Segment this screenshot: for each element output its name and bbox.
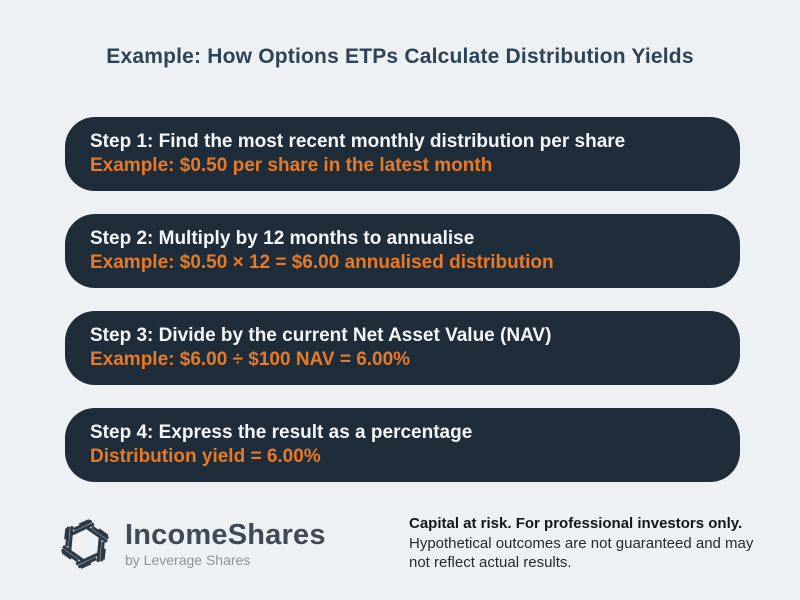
- step-3-example: Example: $6.00 ÷ $100 NAV = 6.00%: [90, 349, 411, 370]
- brand-text: IncomeShares by Leverage Shares: [125, 520, 326, 568]
- step-card-3: Step 3: Divide by the current Net Asset …: [65, 311, 740, 385]
- brand-name: IncomeShares: [125, 519, 326, 551]
- disclaimer: Capital at risk. For professional invest…: [409, 514, 757, 573]
- step-1-heading: Step 1: Find the most recent monthly dis…: [90, 131, 626, 152]
- page-title: Example: How Options ETPs Calculate Dist…: [106, 45, 694, 68]
- step-card-1: Step 1: Find the most recent monthly dis…: [65, 117, 740, 191]
- step-2-example: Example: $0.50 × 12 = $6.00 annualised d…: [90, 252, 554, 273]
- step-4-example: Distribution yield = 6.00%: [90, 446, 321, 467]
- step-card-4: Step 4: Express the result as a percenta…: [65, 408, 740, 482]
- step-card-2: Step 2: Multiply by 12 months to annuali…: [65, 214, 740, 288]
- step-3-heading: Step 3: Divide by the current Net Asset …: [90, 325, 552, 346]
- incomeshares-hexagon-icon: [57, 516, 113, 572]
- step-1-example: Example: $0.50 per share in the latest m…: [90, 155, 493, 176]
- step-2-heading: Step 2: Multiply by 12 months to annuali…: [90, 228, 475, 249]
- footer: IncomeShares by Leverage Shares Capital …: [57, 510, 757, 573]
- steps-list: Step 1: Find the most recent monthly dis…: [65, 117, 740, 482]
- brand-tagline: by Leverage Shares: [125, 552, 251, 568]
- brand-logo: IncomeShares by Leverage Shares: [57, 516, 326, 572]
- disclaimer-text: Hypothetical outcomes are not guaranteed…: [409, 534, 754, 572]
- step-4-heading: Step 4: Express the result as a percenta…: [90, 422, 473, 443]
- disclaimer-bold-line: Capital at risk. For professional invest…: [409, 515, 743, 532]
